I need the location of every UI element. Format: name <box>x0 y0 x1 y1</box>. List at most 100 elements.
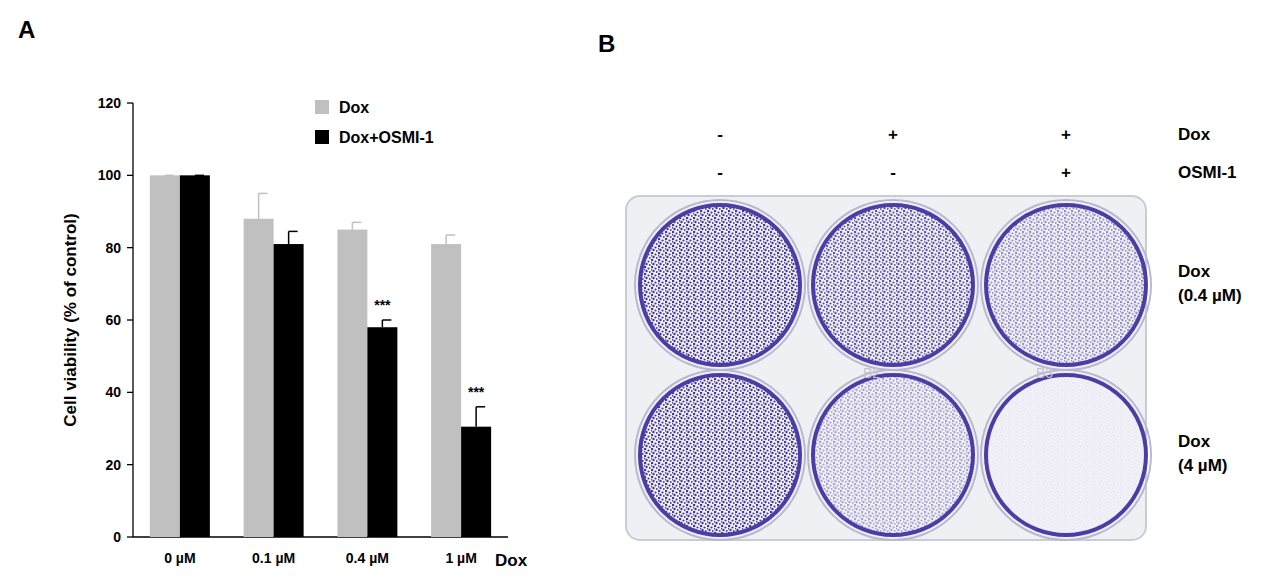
significance: *** <box>374 297 391 313</box>
legend-swatch <box>315 100 329 114</box>
error-bar <box>195 175 204 176</box>
error-line <box>382 320 384 327</box>
row-label: Dox <box>1178 262 1211 281</box>
well-stain <box>986 375 1146 535</box>
error-line <box>445 235 447 244</box>
well-label: B3 <box>1036 365 1053 381</box>
well-bottom <box>640 375 800 535</box>
error-cap <box>382 319 391 321</box>
error-cap <box>352 222 361 224</box>
y-tick-label: 40 <box>105 384 121 400</box>
error-cap <box>476 406 485 408</box>
well-outer-rim <box>808 370 978 540</box>
x-tick-label: 1 µM <box>445 550 476 566</box>
error-line <box>475 407 477 427</box>
x-tick-label: 0.1 µM <box>252 550 295 566</box>
legend-label: Dox+OSMI-1 <box>339 129 434 146</box>
row-label: (4 µM) <box>1178 456 1227 475</box>
well-label: B2 <box>863 365 880 381</box>
y-tick <box>127 464 133 465</box>
well-rim <box>640 375 800 535</box>
well <box>635 370 805 540</box>
error-cap <box>165 175 174 177</box>
error-bar <box>289 231 298 244</box>
well <box>635 200 805 370</box>
error-cap <box>259 193 268 195</box>
x-axis-title: Dox <box>495 551 528 570</box>
error-bar <box>165 175 174 176</box>
well-stain <box>813 375 973 535</box>
well-rim <box>986 205 1146 365</box>
well-stain <box>640 375 800 535</box>
error-line <box>352 222 354 229</box>
bar <box>461 427 491 537</box>
condition-mark: - <box>717 163 723 182</box>
well-outer-rim <box>981 200 1151 370</box>
well-bottom <box>986 375 1146 535</box>
error-bar <box>259 193 268 218</box>
error-line <box>258 193 260 218</box>
well-rim <box>986 375 1146 535</box>
y-tick-label: 60 <box>105 312 121 328</box>
condition-mark: + <box>1061 163 1071 182</box>
y-tick-label: 20 <box>105 457 121 473</box>
error-bar <box>352 222 361 229</box>
plate <box>626 196 1146 540</box>
y-tick <box>127 247 133 248</box>
bar <box>274 244 304 537</box>
well <box>981 370 1151 540</box>
y-axis-title: Cell viability (% of control) <box>61 213 80 426</box>
condition-mark: + <box>1061 125 1071 144</box>
error-cap <box>195 175 204 177</box>
bar <box>150 175 180 537</box>
well <box>981 200 1151 370</box>
y-tick <box>127 319 133 320</box>
panel-label: A <box>18 16 35 43</box>
y-tick-label: 0 <box>113 529 121 545</box>
y-tick <box>127 102 133 103</box>
error-line <box>288 231 290 244</box>
bar <box>180 175 210 537</box>
bar <box>367 327 397 537</box>
well-bottom <box>986 205 1146 365</box>
condition-mark: - <box>890 163 896 182</box>
x-tick-label: 0 µM <box>164 550 195 566</box>
bar <box>337 230 367 537</box>
error-bar <box>382 320 391 327</box>
condition-name: OSMI-1 <box>1178 163 1237 182</box>
well-rim <box>813 375 973 535</box>
well-stain <box>640 205 800 365</box>
well-bottom <box>640 205 800 365</box>
y-tick <box>127 175 133 176</box>
legend-swatch <box>315 130 329 144</box>
well <box>808 370 978 540</box>
well-stain <box>986 205 1146 365</box>
well-outer-rim <box>635 200 805 370</box>
significance: *** <box>468 384 485 400</box>
y-tick <box>127 392 133 393</box>
error-bar <box>476 407 485 427</box>
condition-mark: + <box>888 125 898 144</box>
bar <box>244 219 274 537</box>
y-tick-label: 80 <box>105 240 121 256</box>
condition-name: Dox <box>1178 125 1211 144</box>
well-stain <box>813 205 973 365</box>
figure: A B 0 20 40 60 80 100 120 Cell viability (% of co… <box>0 0 1261 586</box>
well-bottom <box>813 205 973 365</box>
well-outer-rim <box>808 200 978 370</box>
y-tick-label: 100 <box>98 167 122 183</box>
x-tick-label: 0.4 µM <box>346 550 389 566</box>
error-cap <box>289 231 298 233</box>
panel-label: B <box>598 30 615 57</box>
y-tick-label: 120 <box>98 95 122 111</box>
row-label: Dox <box>1178 432 1211 451</box>
y-tick <box>127 536 133 537</box>
well-rim <box>813 205 973 365</box>
well-outer-rim <box>635 370 805 540</box>
error-cap <box>446 234 455 236</box>
well <box>808 200 978 370</box>
well-rim <box>640 205 800 365</box>
bars <box>150 175 491 537</box>
row-label: (0.4 µM) <box>1178 286 1242 305</box>
error-bar <box>446 235 455 244</box>
